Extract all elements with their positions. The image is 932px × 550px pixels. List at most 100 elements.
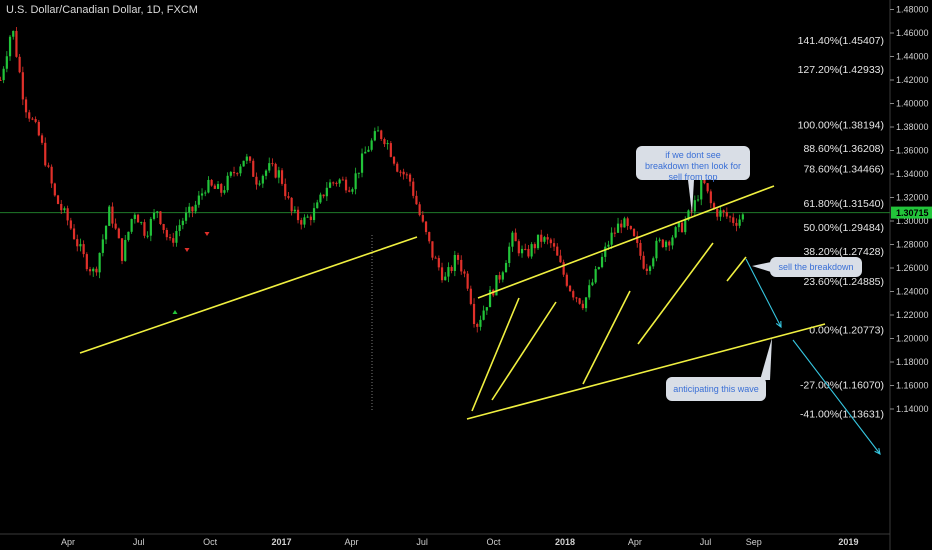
candle-body xyxy=(424,221,428,233)
candle-body xyxy=(322,194,325,197)
candle-body xyxy=(117,228,120,239)
candle-body xyxy=(284,183,287,197)
candle-body xyxy=(383,139,386,145)
candle-body xyxy=(626,218,629,226)
candle-body xyxy=(178,225,181,231)
candle-body xyxy=(415,195,418,205)
candle-body xyxy=(568,285,572,292)
candle-body xyxy=(639,242,642,256)
candle-body xyxy=(645,268,648,271)
candle-body xyxy=(357,172,360,174)
candle-body xyxy=(111,206,114,224)
candle-body xyxy=(354,173,357,190)
candle-body xyxy=(66,208,69,221)
candle-body xyxy=(399,171,402,173)
signal-marker xyxy=(184,248,190,252)
candle-body xyxy=(664,241,668,248)
candle-body xyxy=(37,121,40,136)
candle-body xyxy=(172,238,175,243)
candle-body xyxy=(335,182,338,184)
candle-body xyxy=(456,255,460,260)
price-axis-label: 1.22000 xyxy=(896,310,929,320)
price-axis-label: 1.28000 xyxy=(896,240,929,250)
candle-body xyxy=(152,212,156,219)
price-axis-label: 1.24000 xyxy=(896,287,929,297)
price-axis-label: 1.32000 xyxy=(896,193,929,203)
candle-body xyxy=(200,193,204,196)
candle-body xyxy=(421,215,424,222)
date-axis-label: Apr xyxy=(61,537,75,547)
candle-body xyxy=(604,246,607,257)
candle-body xyxy=(440,267,444,281)
candle-body xyxy=(463,271,466,274)
current-price-tag xyxy=(891,206,932,219)
candle-body xyxy=(652,258,655,267)
candle-body xyxy=(722,210,725,213)
candle-body xyxy=(610,232,613,245)
trendline-wave-3 xyxy=(582,290,631,385)
candle-body xyxy=(469,288,472,304)
candle-body xyxy=(402,171,405,175)
price-axis-label: 1.44000 xyxy=(896,52,929,62)
candle-body xyxy=(367,149,370,152)
candle-body xyxy=(629,225,632,229)
projection-arrow-line xyxy=(745,258,782,328)
candle-body xyxy=(562,262,565,275)
candle-body xyxy=(616,223,620,233)
candle-body xyxy=(428,232,431,242)
candle-body xyxy=(597,267,600,270)
price-axis-label: 1.30000 xyxy=(896,216,929,226)
candle-body xyxy=(127,231,130,240)
candle-body xyxy=(453,255,456,272)
candle-body xyxy=(303,217,306,225)
candle-body xyxy=(559,255,562,263)
candle-body xyxy=(79,244,82,247)
candle-body xyxy=(476,324,479,327)
candle-body xyxy=(120,238,124,261)
candle-body xyxy=(405,174,408,176)
candle-body xyxy=(389,143,392,157)
candle-body xyxy=(434,257,437,259)
candle-body xyxy=(98,252,101,273)
candle-body xyxy=(156,211,159,213)
candle-body xyxy=(741,214,744,220)
candle-body xyxy=(376,130,380,132)
fib-level-label: 0.00%(1.20773) xyxy=(809,324,884,336)
candle-body xyxy=(104,225,108,240)
candle-body xyxy=(50,166,53,184)
candle-body xyxy=(312,208,316,221)
candle-body xyxy=(82,244,85,255)
fib-level-label: 38.20%(1.27428) xyxy=(803,246,884,258)
candle-body xyxy=(396,163,399,172)
candle-body xyxy=(431,241,434,258)
candle-body xyxy=(40,135,44,143)
fib-level-label: -41.00%(1.13631) xyxy=(800,408,884,420)
candle-body xyxy=(533,244,536,249)
candle-body xyxy=(213,185,216,189)
candle-body xyxy=(348,190,351,192)
candle-body xyxy=(501,272,504,280)
candle-body xyxy=(24,99,28,113)
candle-body xyxy=(220,184,223,193)
date-axis-label: 2017 xyxy=(272,537,292,547)
candle-body xyxy=(271,163,274,165)
price-axis-label: 1.14000 xyxy=(896,404,929,414)
candle-body xyxy=(47,165,50,167)
candle-body xyxy=(648,266,652,271)
candle-body xyxy=(239,166,242,174)
candle-body xyxy=(412,181,415,196)
candle-body xyxy=(280,170,284,184)
trendline-wave-5 xyxy=(726,256,747,282)
trendline-wave-4 xyxy=(637,242,714,345)
candle-body xyxy=(268,163,271,171)
candle-body xyxy=(216,184,220,189)
candle-body xyxy=(140,222,143,224)
candle-body xyxy=(184,212,188,221)
candle-body xyxy=(735,222,738,226)
candle-body xyxy=(76,239,79,247)
signal-marker xyxy=(172,310,178,314)
candle-body xyxy=(661,239,664,248)
candle-body xyxy=(53,183,56,196)
candle-body xyxy=(671,237,674,246)
